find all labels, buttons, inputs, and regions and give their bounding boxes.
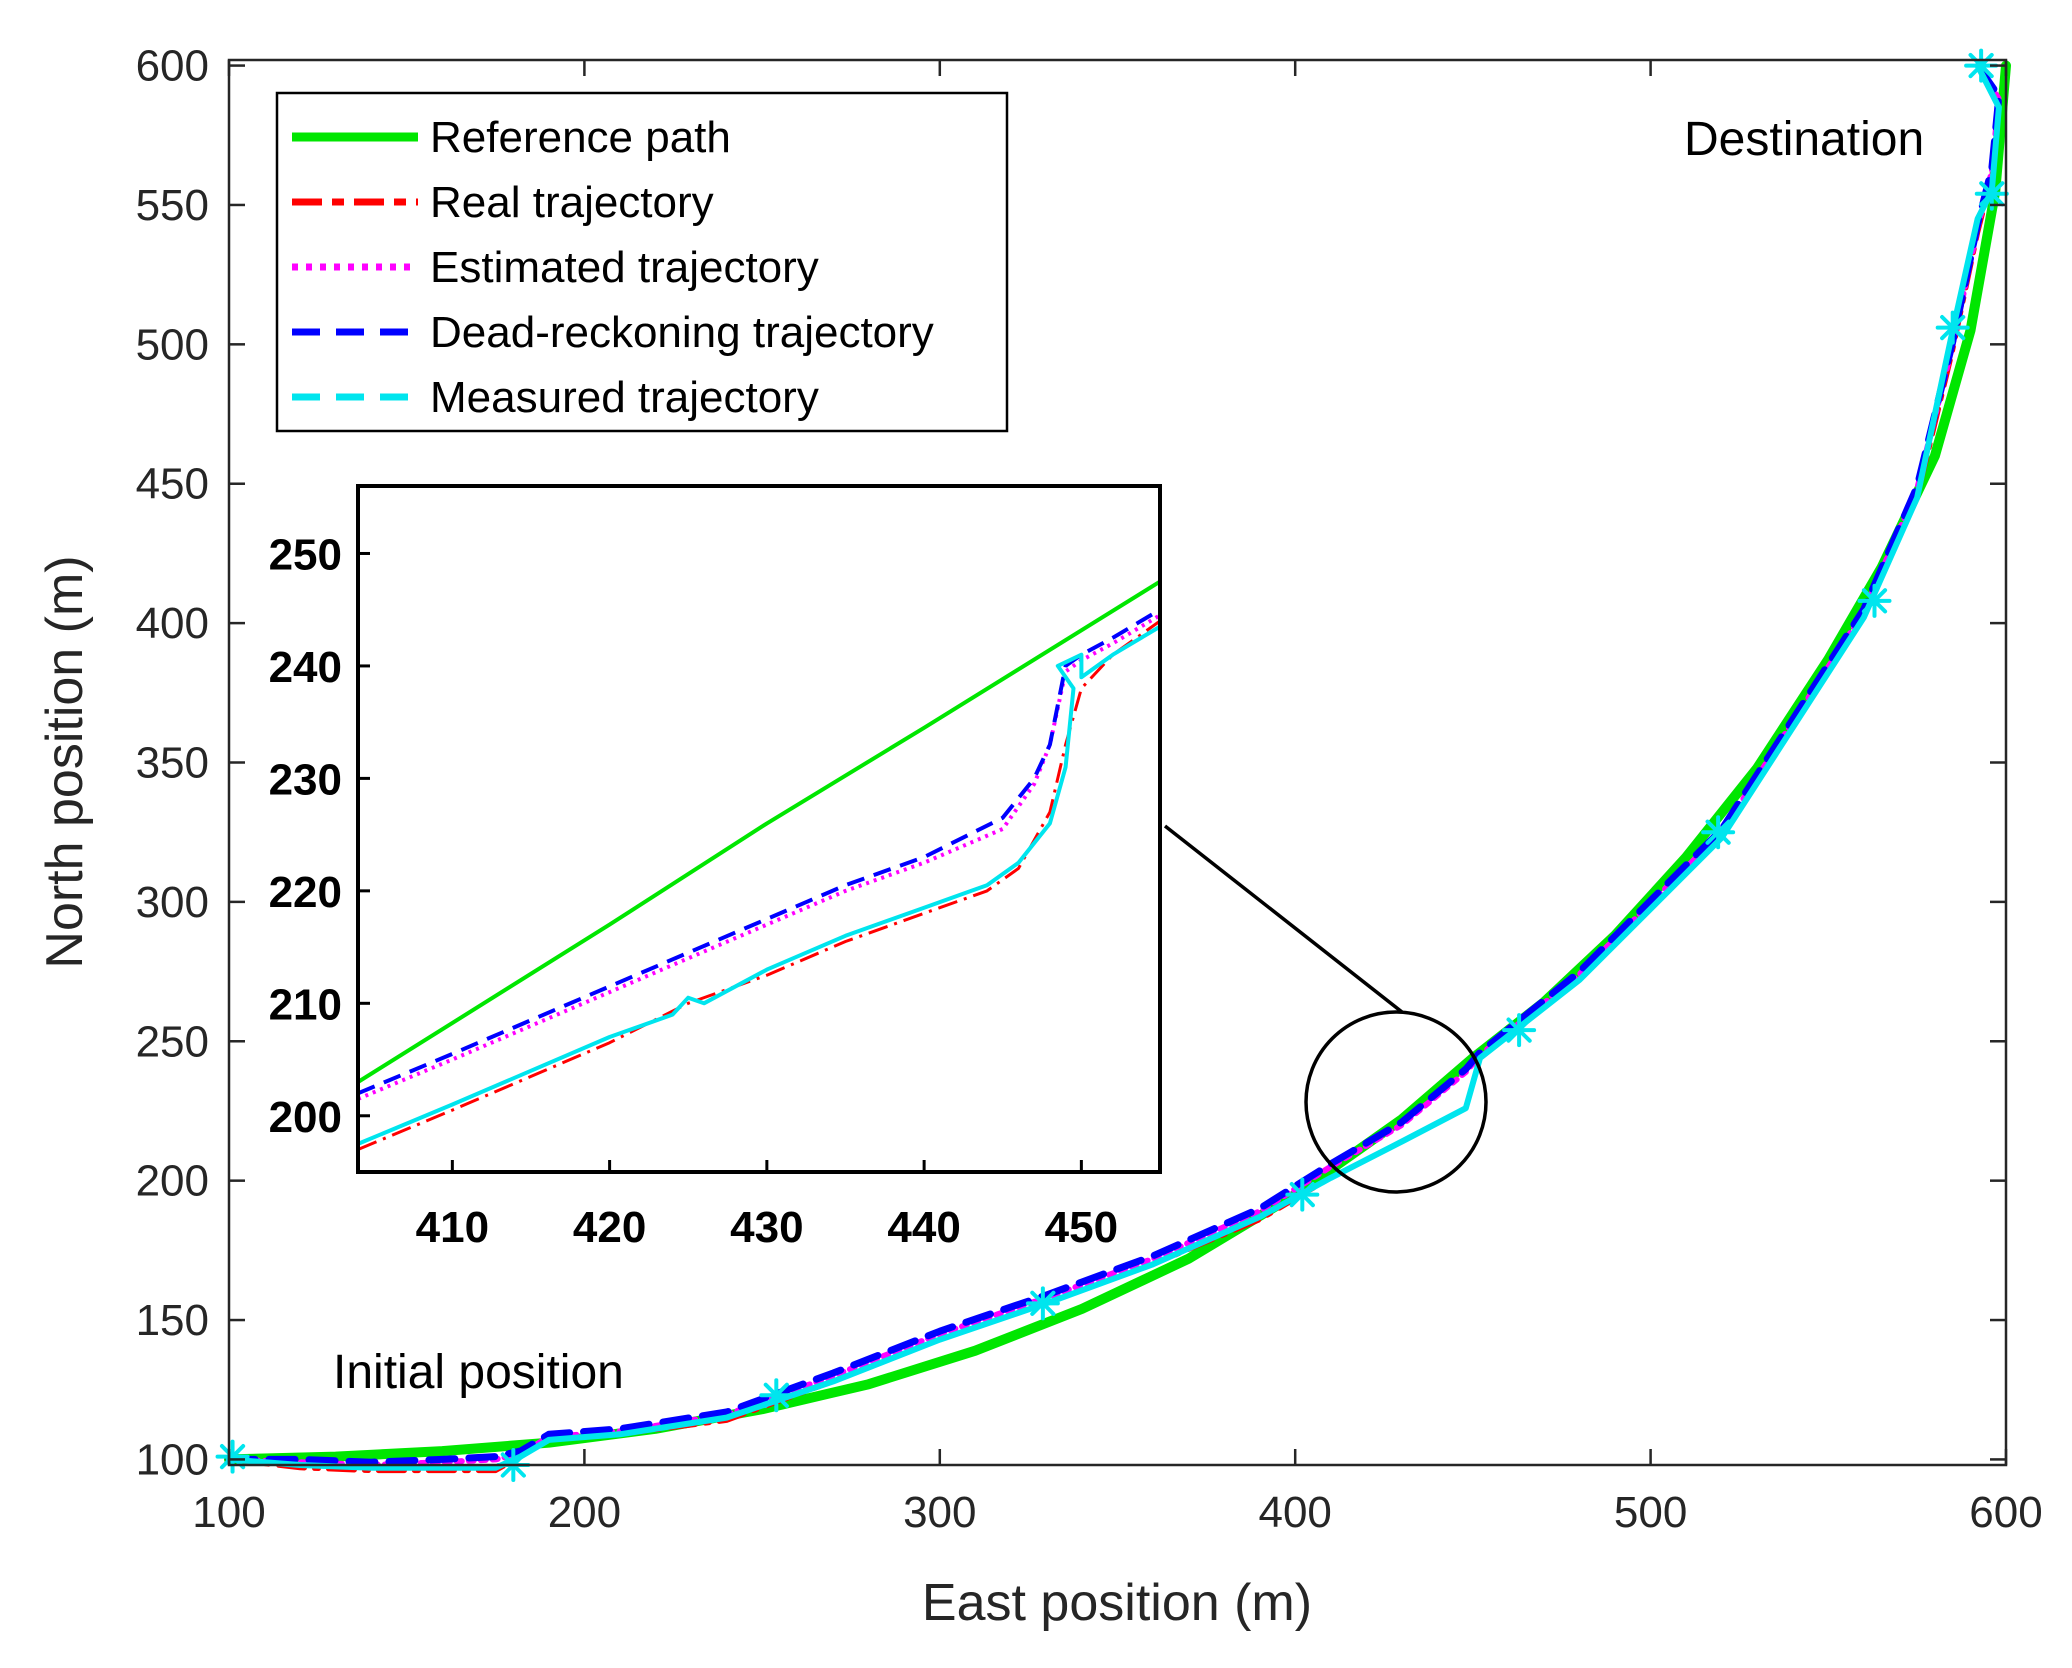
inset-y-tick-label: 200 — [269, 1093, 342, 1142]
inset-series-group — [356, 579, 1162, 1151]
inset-y-tick-label: 220 — [269, 868, 342, 917]
marker-star — [215, 1439, 250, 1474]
annotation-destination: Destination — [1684, 113, 1924, 166]
inset-y-axis: 200 210 220 230 240 250 — [269, 530, 370, 1142]
inset-x-tick-label: 420 — [573, 1203, 646, 1252]
inset-y-tick-label: 250 — [269, 530, 342, 579]
marker-star — [1025, 1286, 1060, 1321]
inset-x-tick-label: 410 — [416, 1203, 489, 1252]
inset-y-tick-label: 240 — [269, 643, 342, 692]
y-axis: 100 150 200 250 300 350 400 450 500 550 600 — [136, 42, 2006, 1484]
y-axis-title: North position (m) — [36, 555, 94, 968]
y-tick-label: 250 — [136, 1017, 209, 1066]
marker-star — [1857, 583, 1892, 618]
y-tick-label: 300 — [136, 878, 209, 927]
x-tick-label: 100 — [192, 1488, 265, 1537]
inset-y-tick-label: 230 — [269, 755, 342, 804]
y-tick-label: 400 — [136, 599, 209, 648]
inset-y-tick-label: 210 — [269, 980, 342, 1029]
x-axis: 100 200 300 400 500 600 — [192, 60, 2043, 1537]
x-tick-label: 200 — [548, 1488, 621, 1537]
x-tick-label: 400 — [1258, 1488, 1331, 1537]
inset-series-measured-trajectory — [357, 624, 1162, 1146]
legend-label-measured-trajectory: Measured trajectory — [430, 373, 819, 422]
inset-x-tick-label: 430 — [730, 1203, 803, 1252]
x-tick-label: 600 — [1969, 1488, 2042, 1537]
annotation-initial-position: Initial position — [333, 1346, 624, 1399]
marker-star — [759, 1378, 794, 1413]
x-axis-title: East position (m) — [922, 1574, 1312, 1632]
y-tick-label: 100 — [136, 1435, 209, 1484]
y-tick-label: 200 — [136, 1157, 209, 1206]
legend-label-reference-path: Reference path — [430, 113, 731, 162]
inset-x-tick-label: 450 — [1045, 1203, 1118, 1252]
y-tick-label: 450 — [136, 460, 209, 509]
y-tick-label: 500 — [136, 320, 209, 369]
y-tick-label: 350 — [136, 739, 209, 788]
marker-star — [1935, 310, 1970, 345]
y-tick-label: 600 — [136, 42, 209, 91]
marker-star — [1701, 815, 1736, 850]
marker-star — [1974, 176, 2009, 211]
inset-series-reference-path — [356, 579, 1162, 1084]
inset-series-estimated-trajectory — [357, 613, 1162, 1101]
legend-box — [275, 91, 1009, 433]
zoom-indicator — [1163, 824, 1488, 1194]
legend-label-real-trajectory: Real trajectory — [430, 178, 714, 227]
zoom-circle — [1304, 1010, 1488, 1194]
legend: Reference path Real trajectory Estimated t… — [275, 91, 1009, 433]
marker-star — [1285, 1177, 1320, 1212]
legend-label-dead-reckoning-trajectory: Dead-reckoning trajectory — [430, 308, 934, 357]
x-tick-label: 500 — [1614, 1488, 1687, 1537]
x-tick-label: 300 — [903, 1488, 976, 1537]
marker-star — [1502, 1013, 1537, 1048]
inset-x-tick-label: 440 — [887, 1203, 960, 1252]
y-tick-label: 550 — [136, 181, 209, 230]
inset-zoom-plot: 410 420 430 440 450 200 210 220 230 240 250 — [269, 484, 1162, 1252]
inset-series-real-trajectory — [357, 619, 1161, 1151]
inset-frame — [356, 484, 1162, 1174]
zoom-connector-line — [1163, 824, 1404, 1014]
inset-x-axis: 410 420 430 440 450 — [416, 1160, 1118, 1252]
legend-label-estimated-trajectory: Estimated trajectory — [430, 243, 819, 292]
y-tick-label: 150 — [136, 1296, 209, 1345]
